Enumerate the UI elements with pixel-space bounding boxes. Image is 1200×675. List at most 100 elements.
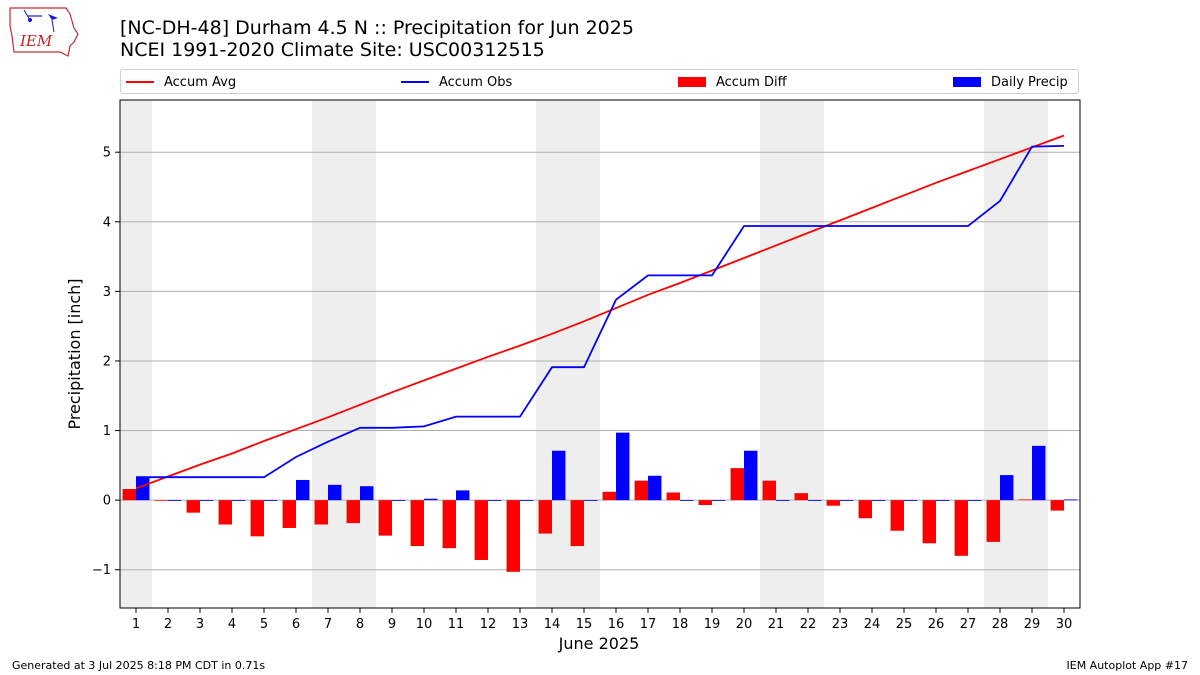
y-tick-label: 2 <box>103 354 111 369</box>
x-tick-label: 29 <box>1024 617 1041 632</box>
daily-precip-bar <box>968 500 982 501</box>
legend-item-daily-precip: Daily Precip <box>953 74 1068 90</box>
accum-diff-bar <box>314 500 328 525</box>
accum-diff-bar <box>1050 500 1064 511</box>
accum-diff-bar <box>378 500 392 536</box>
iowa-map-icon: IEM <box>9 7 79 57</box>
x-tick-label: 25 <box>896 617 913 632</box>
accum-diff-bar <box>218 500 232 525</box>
accum-diff-bar <box>1018 499 1032 501</box>
accum-diff-bar <box>730 468 744 501</box>
weekend-shading <box>120 100 1048 608</box>
x-tick-label: 26 <box>928 617 945 632</box>
y-axis-label: Precipitation [inch] <box>65 278 84 429</box>
y-tick-label: 4 <box>103 215 111 230</box>
accum-diff-bar <box>538 500 552 534</box>
legend-label: Accum Avg <box>164 74 237 90</box>
x-tick-label: 9 <box>388 617 396 632</box>
legend-line-icon <box>126 81 154 83</box>
logo-text: IEM <box>19 32 53 50</box>
weekend-band <box>312 100 344 608</box>
accum-diff-bar <box>954 500 968 556</box>
series-lines <box>135 134 1065 490</box>
daily-precip-bar <box>744 450 758 501</box>
x-tick-label: 30 <box>1056 617 1073 632</box>
weekend-band <box>120 100 152 608</box>
weekend-band <box>760 100 792 608</box>
daily-precip-bar <box>1064 499 1078 501</box>
legend-item-accum-obs: Accum Obs <box>401 74 512 90</box>
legend-label: Accum Obs <box>439 74 513 90</box>
x-tick-label: 7 <box>324 617 332 632</box>
accum-diff-bar <box>698 500 712 506</box>
accum-diff-bar <box>922 500 936 544</box>
daily-precip-bar <box>904 500 918 501</box>
daily-precip-bar <box>584 500 598 501</box>
legend-label: Accum Diff <box>716 74 787 90</box>
x-tick-label: 15 <box>576 617 593 632</box>
y-tick-label: 0 <box>103 494 111 509</box>
daily-precip-bar <box>936 500 950 501</box>
daily-precip-bar <box>840 500 854 501</box>
daily-precip-bar <box>424 498 438 501</box>
accum-diff-bar <box>858 500 872 519</box>
accum-diff-bar <box>282 500 296 528</box>
x-tick-label: 16 <box>608 617 625 632</box>
chart-title: [NC-DH-48] Durham 4.5 N :: Precipitation… <box>120 17 634 39</box>
generated-note: Generated at 3 Jul 2025 8:18 PM CDT in 0… <box>12 659 266 672</box>
accum-diff-bar <box>570 500 584 547</box>
x-tick-label: 28 <box>992 617 1009 632</box>
grid-lines <box>120 151 1080 571</box>
legend-label: Daily Precip <box>991 74 1068 90</box>
weekend-band <box>344 100 376 608</box>
daily-precip-bar <box>456 490 470 501</box>
daily-precip-bar <box>872 500 886 501</box>
daily-precip-bar <box>552 450 566 501</box>
accum-diff-bar <box>474 500 488 560</box>
accum-diff-bar <box>506 500 520 572</box>
x-axis-label: June 2025 <box>558 634 640 653</box>
x-tick-label: 10 <box>416 617 433 632</box>
accum-diff-bar <box>602 491 616 501</box>
weekend-band <box>1016 100 1048 608</box>
legend-line-icon <box>401 81 429 83</box>
accum-diff-bar <box>346 500 360 524</box>
x-tick-label: 27 <box>960 617 977 632</box>
legend-patch-icon <box>678 77 706 87</box>
x-tick-label: 17 <box>640 617 657 632</box>
weekend-band <box>792 100 824 608</box>
y-tick-label: 1 <box>103 424 111 439</box>
daily-precip-bar <box>1032 445 1046 501</box>
daily-precip-bar <box>168 500 182 501</box>
accum-diff-bar <box>186 500 200 513</box>
daily-precip-bar <box>200 500 214 501</box>
y-tick-label: 3 <box>103 285 111 300</box>
daily-precip-bar <box>328 484 342 501</box>
accum-diff-bar <box>666 492 680 501</box>
x-tick-label: 2 <box>164 617 172 632</box>
accum-diff-bar <box>826 500 840 506</box>
x-tick-label: 12 <box>480 617 497 632</box>
x-tick-label: 23 <box>832 617 849 632</box>
x-tick-label: 19 <box>704 617 721 632</box>
daily-precip-bar <box>808 500 822 501</box>
legend-item-accum-avg: Accum Avg <box>126 74 236 90</box>
y-tick-label: −1 <box>92 563 111 578</box>
daily-precip-bar <box>776 500 790 501</box>
accum-diff-bar <box>442 500 456 549</box>
daily-precip-bar <box>264 500 278 501</box>
accum-diff-bar <box>154 500 168 501</box>
x-tick-label: 1 <box>132 617 140 632</box>
accum-avg-line <box>135 134 1065 490</box>
chart-subtitle: NCEI 1991-2020 Climate Site: USC00312515 <box>120 39 545 61</box>
accum-diff-bar <box>410 500 424 547</box>
legend-item-accum-diff: Accum Diff <box>678 74 787 90</box>
iem-logo: IEM <box>8 6 80 58</box>
x-tick-label: 21 <box>768 617 785 632</box>
daily-precip-bar <box>360 486 374 501</box>
x-tick-label: 24 <box>864 617 881 632</box>
daily-precip-bar <box>232 500 246 501</box>
x-tick-label: 5 <box>260 617 268 632</box>
